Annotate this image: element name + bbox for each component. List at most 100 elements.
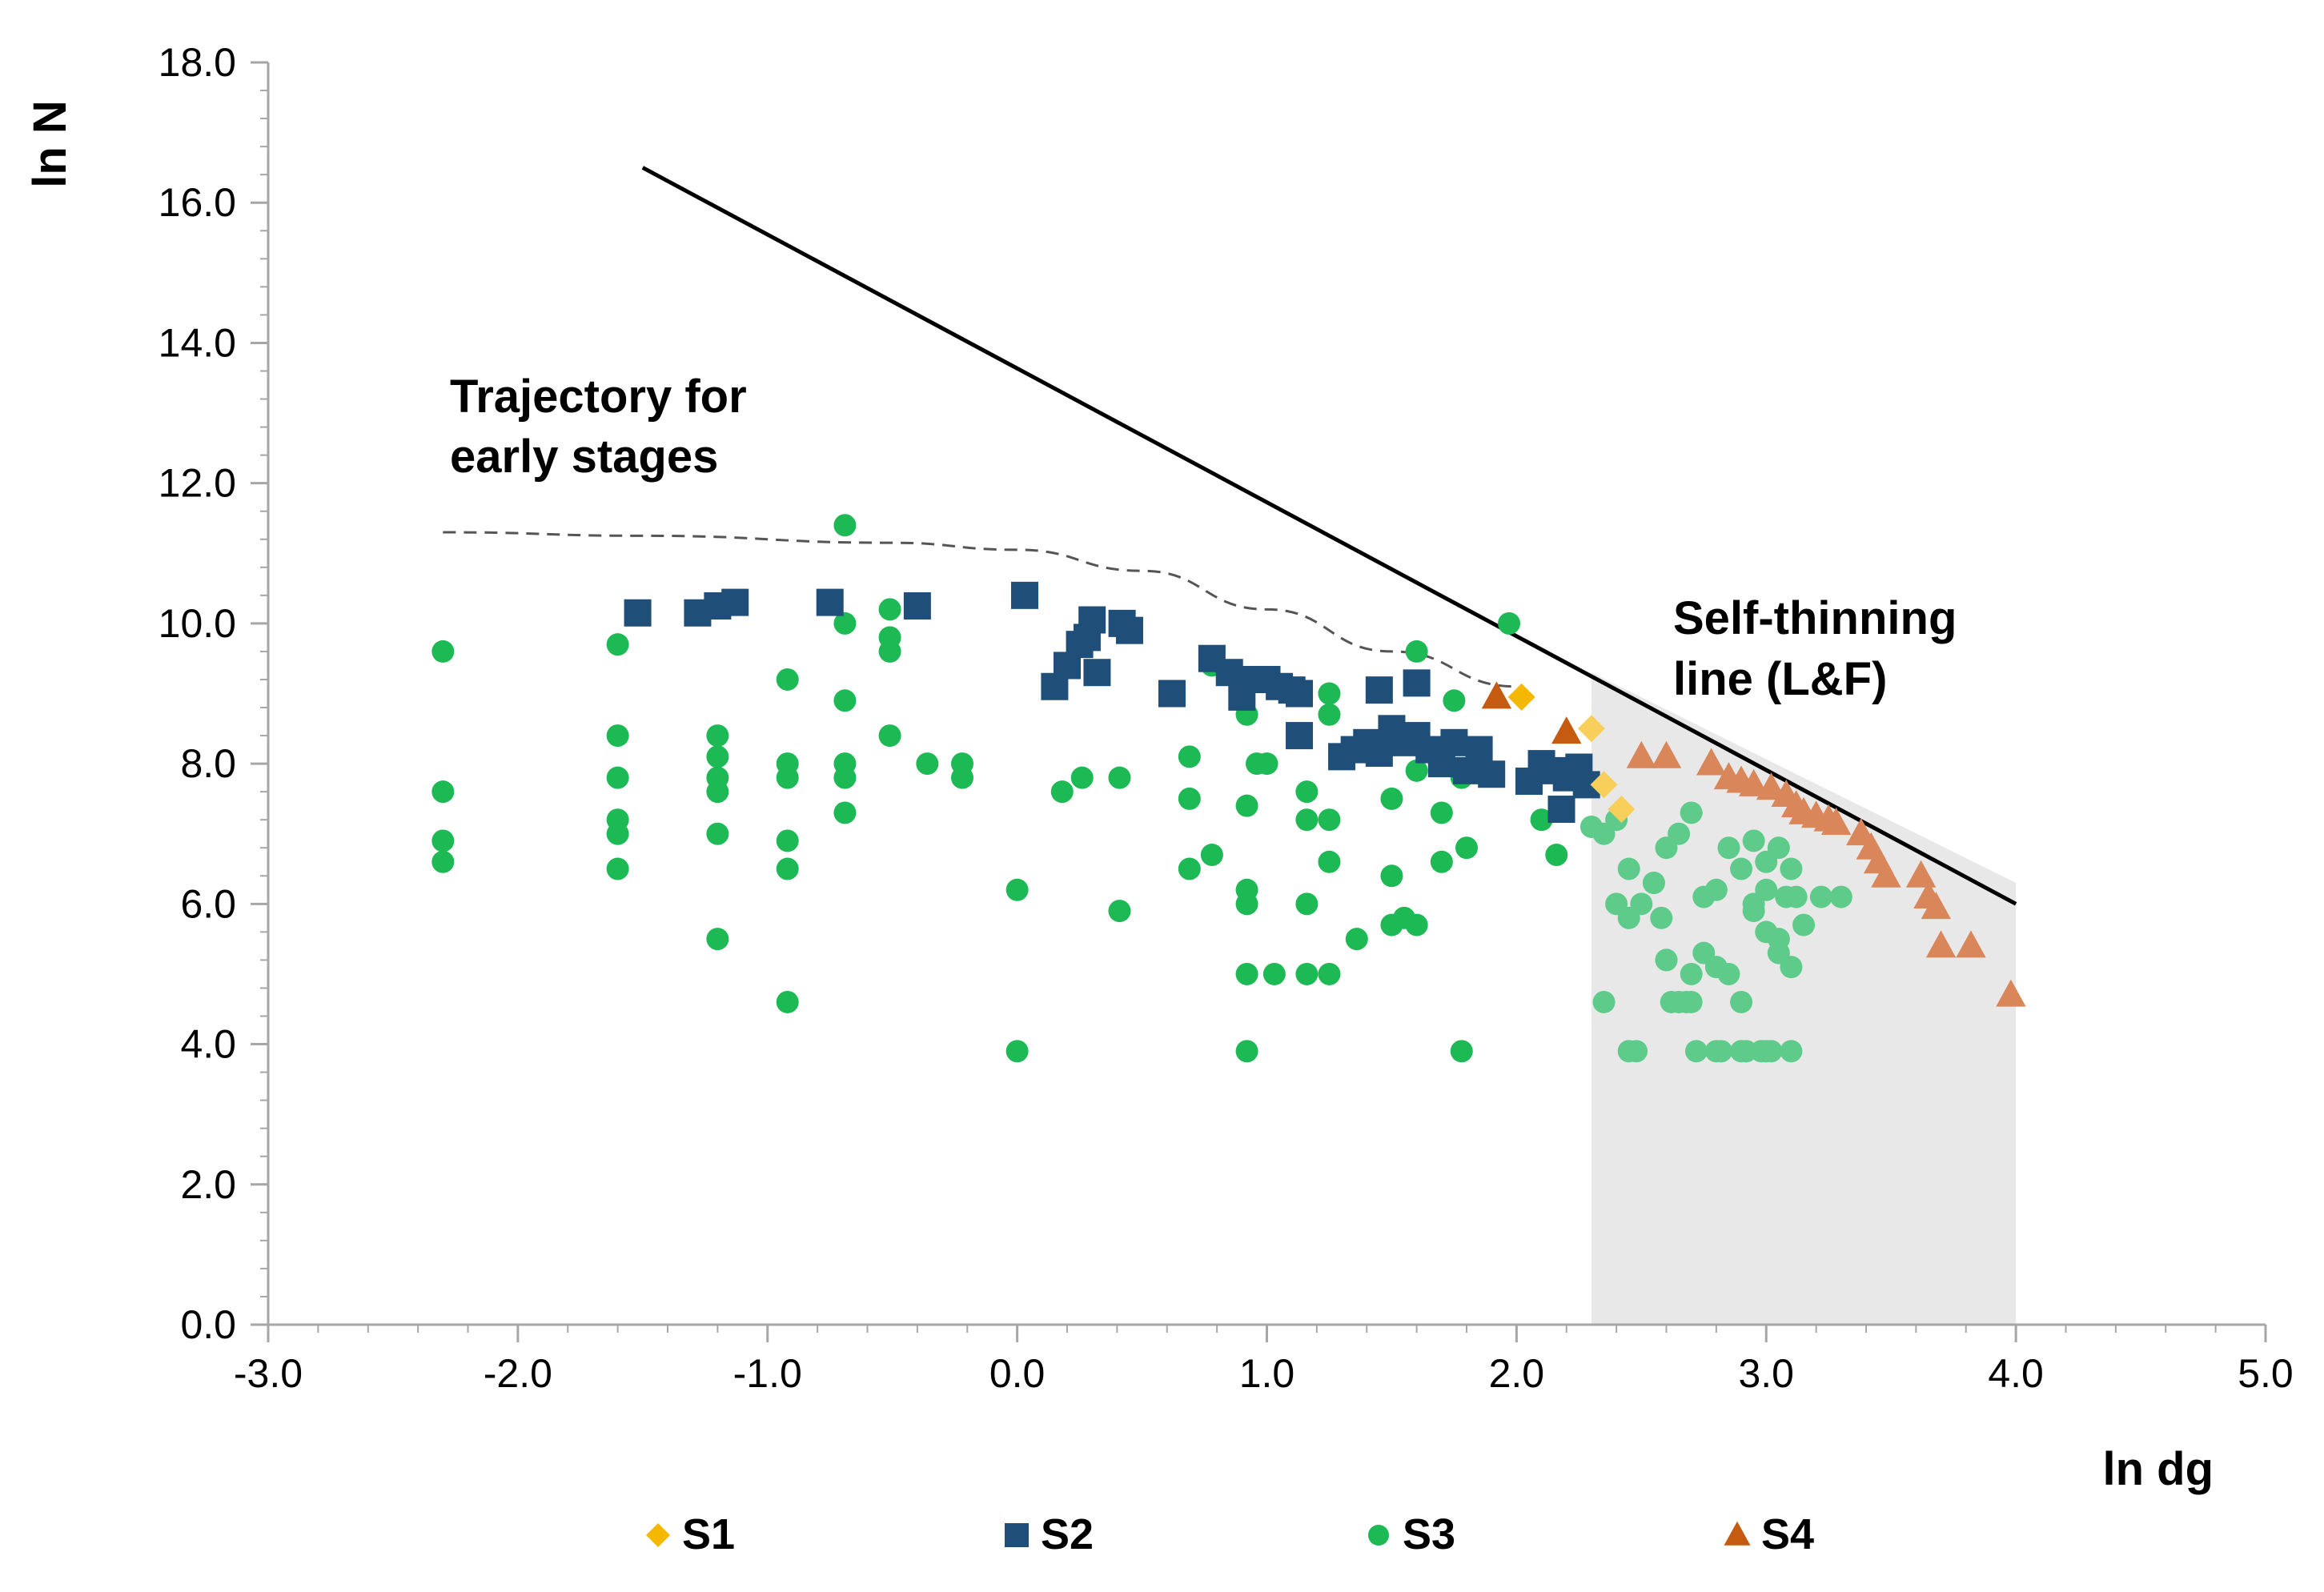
point-s3 (1755, 1040, 1778, 1063)
point-s3 (1742, 892, 1765, 916)
point-s4 (1956, 930, 1986, 958)
point-s3 (1235, 1040, 1258, 1063)
y-tick-label: 18.0 (159, 40, 236, 85)
legend: S1 S2 S3 S4 (646, 1510, 1814, 1558)
point-s3 (431, 640, 455, 663)
y-axis-title: ln N (24, 100, 76, 188)
y-tick-label: 12.0 (159, 461, 236, 506)
point-s2 (903, 591, 931, 620)
point-s3 (606, 822, 629, 845)
point-s3 (1318, 962, 1341, 985)
self-thinning-label-line1: Self-thinning (1673, 592, 1957, 644)
point-s3 (833, 612, 857, 635)
point-s3 (1780, 1040, 1803, 1063)
x-tick-label: 1.0 (1239, 1351, 1295, 1396)
legend-marker-s2 (1005, 1523, 1029, 1547)
point-s3 (1717, 962, 1740, 985)
point-s4 (1738, 768, 1769, 796)
point-s2 (1403, 669, 1431, 697)
x-axis-title: ln dg (2102, 1443, 2214, 1495)
point-s3 (776, 829, 799, 852)
point-s3 (1742, 829, 1765, 852)
point-s3 (1262, 962, 1286, 985)
point-s4 (1996, 979, 2026, 1007)
point-s3 (1617, 906, 1640, 929)
point-s3 (706, 724, 729, 748)
point-s3 (1530, 808, 1553, 832)
point-s3 (1730, 1040, 1753, 1063)
point-s3 (1430, 801, 1453, 824)
x-tick-label: 3.0 (1738, 1351, 1794, 1396)
point-s2 (1365, 676, 1393, 704)
point-s3 (1255, 752, 1278, 776)
point-s2 (1010, 581, 1038, 609)
point-s2 (721, 588, 749, 616)
y-tick-label: 16.0 (159, 180, 236, 225)
point-s2 (1465, 736, 1493, 764)
point-s3 (776, 857, 799, 880)
y-tick-label: 10.0 (159, 601, 236, 646)
point-s2 (624, 599, 652, 627)
point-s2 (816, 588, 844, 616)
point-s3 (1380, 787, 1403, 810)
point-s3 (916, 752, 939, 776)
point-s1 (1577, 715, 1605, 743)
x-tick-label: 2.0 (1489, 1351, 1545, 1396)
point-s3 (1809, 885, 1832, 908)
y-tick-label: 6.0 (180, 881, 236, 926)
point-s3 (1704, 878, 1728, 901)
legend-item-s2: S2 (1005, 1510, 1094, 1558)
x-tick-label: 5.0 (2238, 1351, 2294, 1396)
point-s4 (1756, 772, 1787, 800)
point-s3 (1430, 850, 1453, 873)
point-s3 (833, 689, 857, 712)
point-s3 (1545, 844, 1568, 867)
point-s3 (1178, 857, 1201, 880)
point-s3 (431, 829, 455, 852)
point-s3 (1318, 703, 1341, 726)
point-s3 (1405, 913, 1428, 936)
point-s2 (1440, 728, 1468, 756)
y-tick-label: 8.0 (180, 741, 236, 786)
point-s3 (1318, 850, 1341, 873)
point-s2 (1547, 796, 1575, 824)
point-s3 (878, 640, 901, 663)
point-s4 (1921, 892, 1952, 920)
legend-label-s1: S1 (682, 1510, 735, 1558)
point-s3 (1655, 948, 1678, 972)
point-s3 (1235, 962, 1258, 985)
point-s3 (1680, 801, 1703, 824)
point-s3 (1668, 822, 1691, 845)
point-s3 (1295, 962, 1319, 985)
self-thinning-label-line2: line (L&F) (1673, 653, 1887, 705)
data-points (431, 514, 2026, 1063)
point-s3 (1829, 885, 1852, 908)
point-s3 (1625, 1040, 1648, 1063)
y-tick-label: 4.0 (180, 1022, 236, 1067)
point-s1 (1608, 796, 1636, 824)
point-s3 (951, 766, 974, 789)
point-s3 (1617, 857, 1640, 880)
y-tick-label: 14.0 (159, 320, 236, 365)
point-s3 (1070, 766, 1094, 789)
point-s3 (1405, 640, 1428, 663)
axes: 0.0 2.0 4.0 6.0 8.0 10.0 12.0 14.0 16.0 18.0 -3.0 -… (159, 40, 2294, 1396)
point-s3 (606, 766, 629, 789)
point-s3 (431, 780, 455, 804)
point-s1 (1590, 771, 1618, 799)
legend-marker-s1 (646, 1523, 670, 1547)
legend-item-s3: S3 (1368, 1510, 1455, 1558)
point-s3 (706, 822, 729, 845)
point-s3 (1235, 794, 1258, 817)
point-s3 (1767, 928, 1790, 951)
point-s3 (606, 857, 629, 880)
early-trajectory-label-line1: Trajectory for (450, 371, 747, 423)
point-s2 (1115, 616, 1143, 644)
point-s3 (606, 633, 629, 656)
point-s4 (1651, 740, 1682, 768)
point-s2 (1215, 659, 1243, 687)
legend-marker-s3 (1368, 1525, 1389, 1546)
point-s3 (1680, 990, 1703, 1013)
point-s3 (1295, 780, 1319, 804)
point-s3 (706, 928, 729, 951)
